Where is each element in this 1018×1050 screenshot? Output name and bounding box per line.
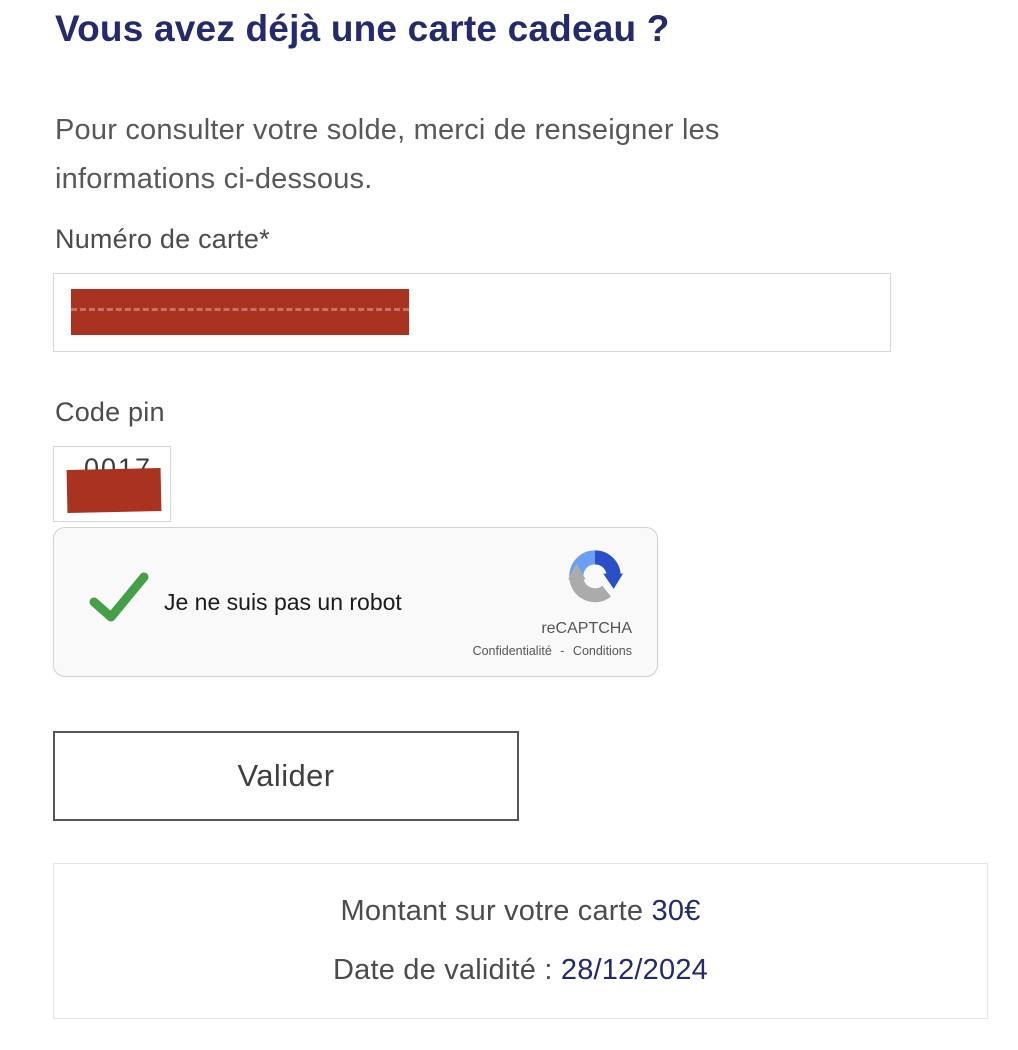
terms-link[interactable]: Conditions bbox=[572, 644, 632, 658]
balance-result-panel: Montant sur votre carte 30€ Date de vali… bbox=[53, 863, 988, 1019]
links-separator: - bbox=[560, 644, 565, 658]
card-number-label: Numéro de carte* bbox=[55, 224, 270, 254]
card-number-redaction bbox=[71, 289, 409, 335]
validity-line: Date de validité : 28/12/2024 bbox=[333, 954, 708, 987]
redaction-dash-line bbox=[71, 308, 409, 312]
recaptcha-widget[interactable]: Je ne suis pas un robot reCAPTCHA Confid… bbox=[53, 527, 658, 677]
page-title: Vous avez déjà une carte cadeau ? bbox=[55, 8, 670, 49]
validity-value: 28/12/2024 bbox=[560, 954, 709, 986]
recaptcha-links: Confidentialité - Conditions bbox=[473, 644, 632, 658]
pin-label: Code pin bbox=[55, 397, 165, 427]
card-number-input[interactable] bbox=[53, 273, 891, 352]
submit-button[interactable]: Valider bbox=[53, 731, 519, 821]
intro-text: Pour consulter votre solde, merci de ren… bbox=[55, 114, 720, 195]
pin-redaction bbox=[66, 468, 162, 513]
amount-label: Montant sur votre carte bbox=[340, 895, 644, 927]
recaptcha-logo-icon bbox=[568, 550, 623, 603]
amount-value: 30€ bbox=[651, 895, 701, 927]
amount-line: Montant sur votre carte 30€ bbox=[340, 895, 700, 928]
checkmark-icon bbox=[89, 572, 149, 622]
recaptcha-checkbox-label: Je ne suis pas un robot bbox=[164, 589, 402, 615]
privacy-link[interactable]: Confidentialité bbox=[472, 644, 552, 658]
recaptcha-brand-text: reCAPTCHA bbox=[541, 620, 632, 637]
pin-input[interactable]: 0017 bbox=[53, 446, 171, 522]
validity-label: Date de validité : bbox=[332, 954, 553, 986]
